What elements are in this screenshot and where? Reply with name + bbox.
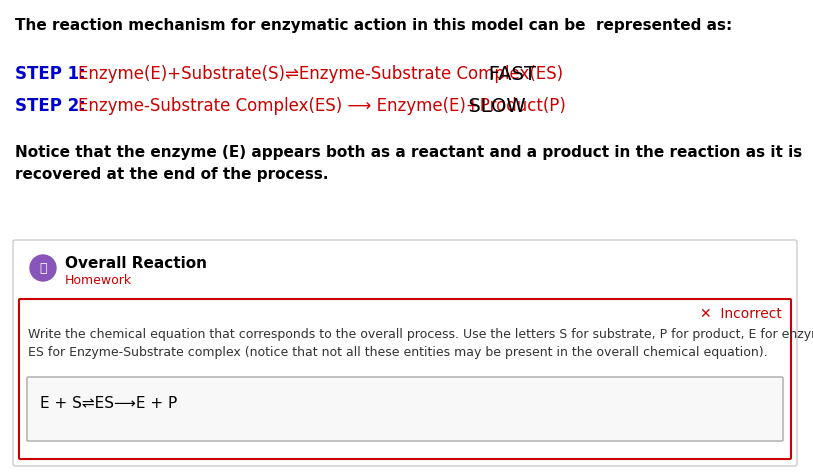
Text: STEP 1:: STEP 1: — [15, 65, 85, 83]
Text: ✕  Incorrect: ✕ Incorrect — [700, 307, 782, 321]
FancyBboxPatch shape — [27, 377, 783, 441]
Text: Enzyme(E)+Substrate(S)⇌Enzyme-Substrate Complex(ES): Enzyme(E)+Substrate(S)⇌Enzyme-Substrate … — [78, 65, 563, 83]
Text: FAST: FAST — [470, 65, 536, 84]
Text: Enzyme-Substrate Complex(ES) ⟶ Enzyme(E)+Product(P): Enzyme-Substrate Complex(ES) ⟶ Enzyme(E)… — [78, 97, 566, 115]
Text: Homework: Homework — [65, 274, 133, 287]
Text: SLOW: SLOW — [456, 97, 526, 116]
Circle shape — [30, 255, 56, 281]
Text: E + S⇌ES⟶E + P: E + S⇌ES⟶E + P — [40, 396, 177, 411]
Text: STEP 2:: STEP 2: — [15, 97, 86, 115]
Text: Write the chemical equation that corresponds to the overall process. Use the let: Write the chemical equation that corresp… — [28, 328, 813, 359]
Text: ⩵: ⩵ — [39, 262, 47, 274]
FancyBboxPatch shape — [19, 299, 791, 459]
Text: Notice that the enzyme (E) appears both as a reactant and a product in the react: Notice that the enzyme (E) appears both … — [15, 145, 802, 182]
Text: Overall Reaction: Overall Reaction — [65, 256, 207, 271]
FancyBboxPatch shape — [13, 240, 797, 466]
Text: The reaction mechanism for enzymatic action in this model can be  represented as: The reaction mechanism for enzymatic act… — [15, 18, 733, 33]
